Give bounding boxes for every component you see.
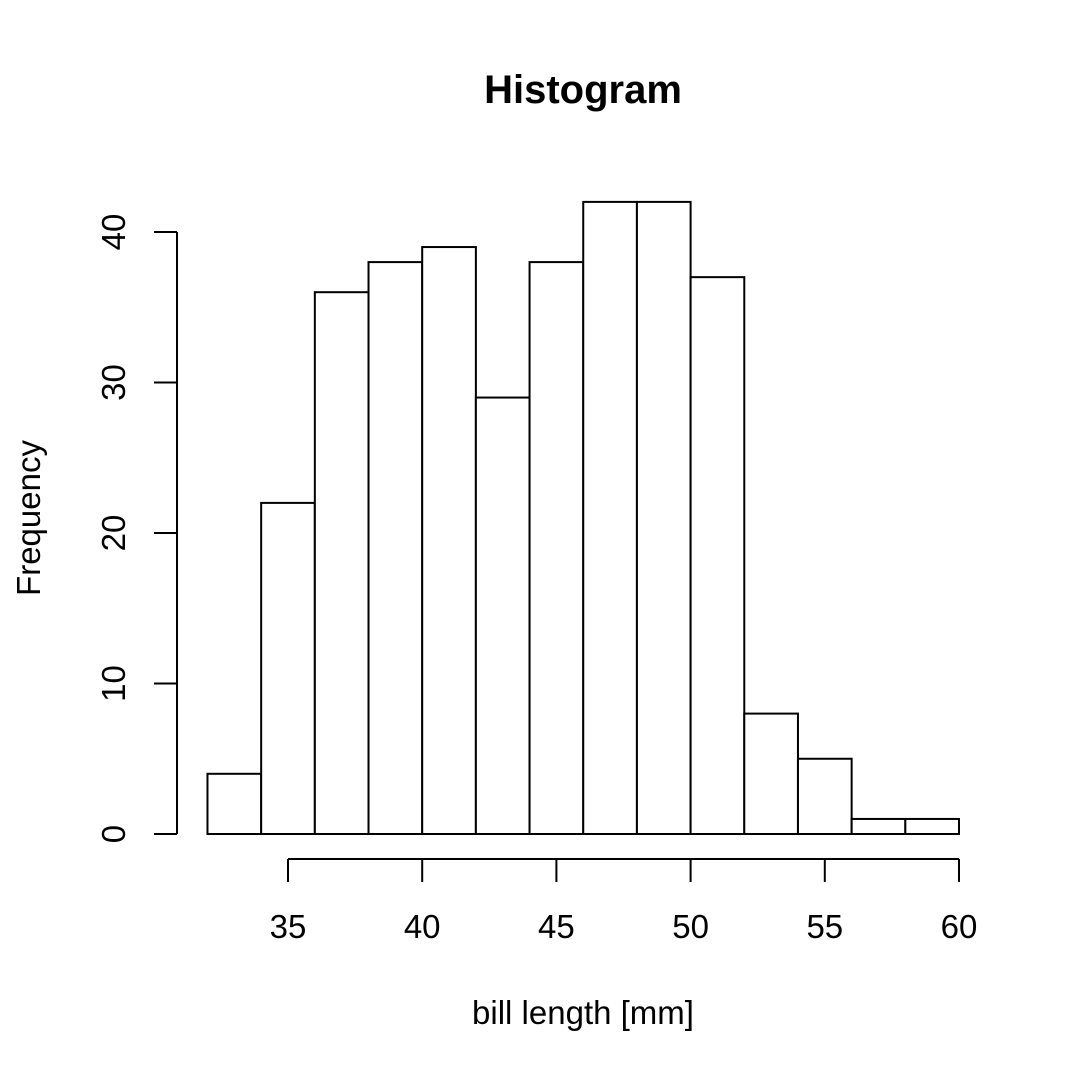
histogram-bar-10 bbox=[743, 712, 799, 835]
y-axis: 0 10 20 30 40 bbox=[95, 214, 178, 843]
x-tick-label: 35 bbox=[270, 908, 307, 945]
histogram-bar-2 bbox=[313, 291, 370, 835]
y-tick-label: 40 bbox=[95, 214, 132, 251]
y-tick-label: 20 bbox=[95, 515, 132, 552]
x-tick-label: 40 bbox=[404, 908, 441, 945]
x-axis: 35 40 45 50 55 60 bbox=[270, 858, 978, 945]
y-tick-label: 30 bbox=[95, 364, 132, 401]
histogram-bar-4 bbox=[421, 246, 477, 836]
x-tick-label: 50 bbox=[672, 908, 709, 945]
y-tick-label: 0 bbox=[95, 825, 132, 843]
histogram-bar-3 bbox=[367, 261, 424, 836]
histogram-bar-13 bbox=[904, 817, 961, 836]
x-tick-label: 45 bbox=[538, 908, 575, 945]
histogram-bar-0 bbox=[206, 772, 263, 835]
histogram-bar-9 bbox=[689, 276, 746, 835]
chart-title: Histogram bbox=[484, 68, 682, 112]
x-tick-label: 55 bbox=[806, 908, 843, 945]
x-axis-label: bill length [mm] bbox=[472, 994, 694, 1031]
y-tick-label: 10 bbox=[95, 665, 132, 702]
histogram-bar-5 bbox=[474, 396, 531, 835]
histogram-bar-6 bbox=[528, 261, 585, 836]
histogram-bar-7 bbox=[582, 200, 638, 835]
y-axis-label: Frequency bbox=[10, 440, 47, 596]
x-tick-label: 60 bbox=[941, 908, 978, 945]
bars-group bbox=[206, 200, 961, 836]
histogram-bar-11 bbox=[796, 757, 853, 835]
histogram-bar-8 bbox=[635, 200, 692, 835]
histogram-bar-1 bbox=[260, 501, 316, 835]
histogram-bar-12 bbox=[850, 817, 907, 836]
